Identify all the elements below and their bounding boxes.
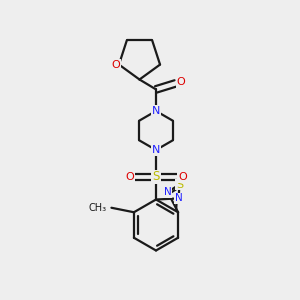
Text: O: O	[176, 77, 185, 87]
Text: N: N	[175, 194, 183, 203]
Text: CH₃: CH₃	[89, 203, 107, 213]
Text: N: N	[152, 145, 160, 155]
Text: N: N	[164, 187, 172, 197]
Text: O: O	[178, 172, 187, 182]
Text: O: O	[111, 60, 120, 70]
Text: S: S	[176, 180, 183, 190]
Text: N: N	[152, 106, 160, 116]
Text: O: O	[125, 172, 134, 182]
Text: S: S	[152, 170, 160, 184]
